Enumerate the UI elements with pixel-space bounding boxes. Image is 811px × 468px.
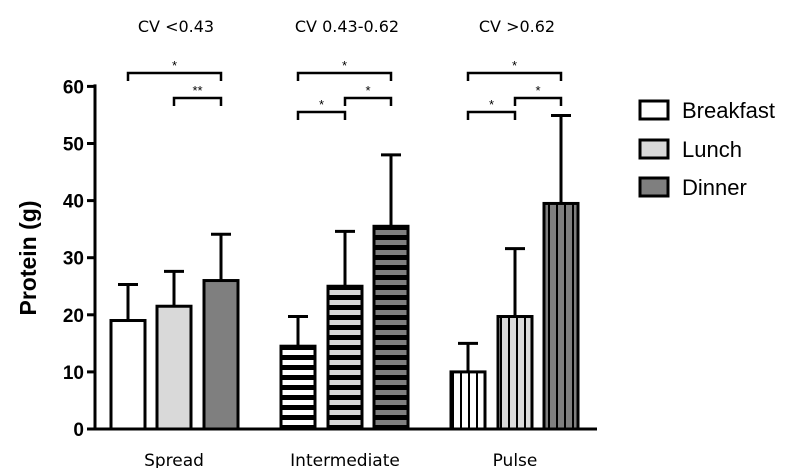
- significance-bracket: [466, 110, 517, 120]
- bar-lunch-intermediate: [326, 284, 364, 431]
- significance-marker: *: [319, 97, 324, 112]
- x-category-label: Intermediate: [290, 451, 400, 468]
- bar-dinner-pulse: [542, 201, 580, 431]
- y-tick-label: 10: [63, 363, 84, 384]
- significance-marker: *: [342, 58, 347, 73]
- legend-label-dinner: Dinner: [682, 175, 747, 200]
- bar-breakfast-intermediate: [279, 344, 317, 431]
- group-title: CV >0.62: [479, 17, 555, 36]
- bar-breakfast-spread: [109, 319, 147, 431]
- y-tick-label: 20: [63, 306, 84, 327]
- bar-dinner-intermediate: [372, 224, 410, 431]
- bar-breakfast-pulse: [449, 370, 487, 431]
- y-tick-label: 30: [63, 249, 84, 270]
- significance-marker: *: [535, 83, 540, 98]
- significance-marker: *: [172, 58, 177, 73]
- legend-swatch-dinner: [638, 176, 670, 198]
- y-tick-label: 60: [63, 77, 84, 98]
- significance-marker: *: [512, 58, 517, 73]
- y-axis-label: Protein (g): [15, 201, 41, 316]
- y-tick-label: 0: [73, 420, 84, 441]
- significance-bracket: [466, 71, 563, 81]
- bar-lunch-spread: [155, 304, 193, 431]
- y-tick-label: 40: [63, 192, 84, 213]
- significance-marker: *: [365, 83, 370, 98]
- significance-bracket: [343, 96, 393, 106]
- x-category-label: Spread: [144, 451, 204, 468]
- significance-marker: **: [192, 83, 202, 98]
- legend-label-lunch: Lunch: [682, 137, 742, 162]
- legend-label-breakfast: Breakfast: [682, 98, 775, 123]
- significance-bracket: [296, 110, 347, 120]
- legend-swatch-breakfast: [638, 99, 670, 121]
- significance-bracket: [513, 96, 563, 106]
- group-title: CV 0.43-0.62: [295, 17, 399, 36]
- x-category-label: Pulse: [493, 451, 538, 468]
- bar-dinner-spread: [202, 279, 240, 431]
- significance-bracket: [172, 96, 223, 106]
- significance-marker: *: [489, 97, 494, 112]
- significance-bracket: [296, 71, 393, 81]
- significance-bracket: [126, 71, 223, 81]
- bar-lunch-pulse: [496, 315, 534, 431]
- chart-plot-area: 0 10 20 30 40 50 60 Spread CV <0.43 Intermediate C…: [63, 17, 775, 468]
- y-tick-label: 50: [63, 135, 84, 156]
- legend-swatch-lunch: [638, 138, 670, 160]
- group-title: CV <0.43: [138, 17, 214, 36]
